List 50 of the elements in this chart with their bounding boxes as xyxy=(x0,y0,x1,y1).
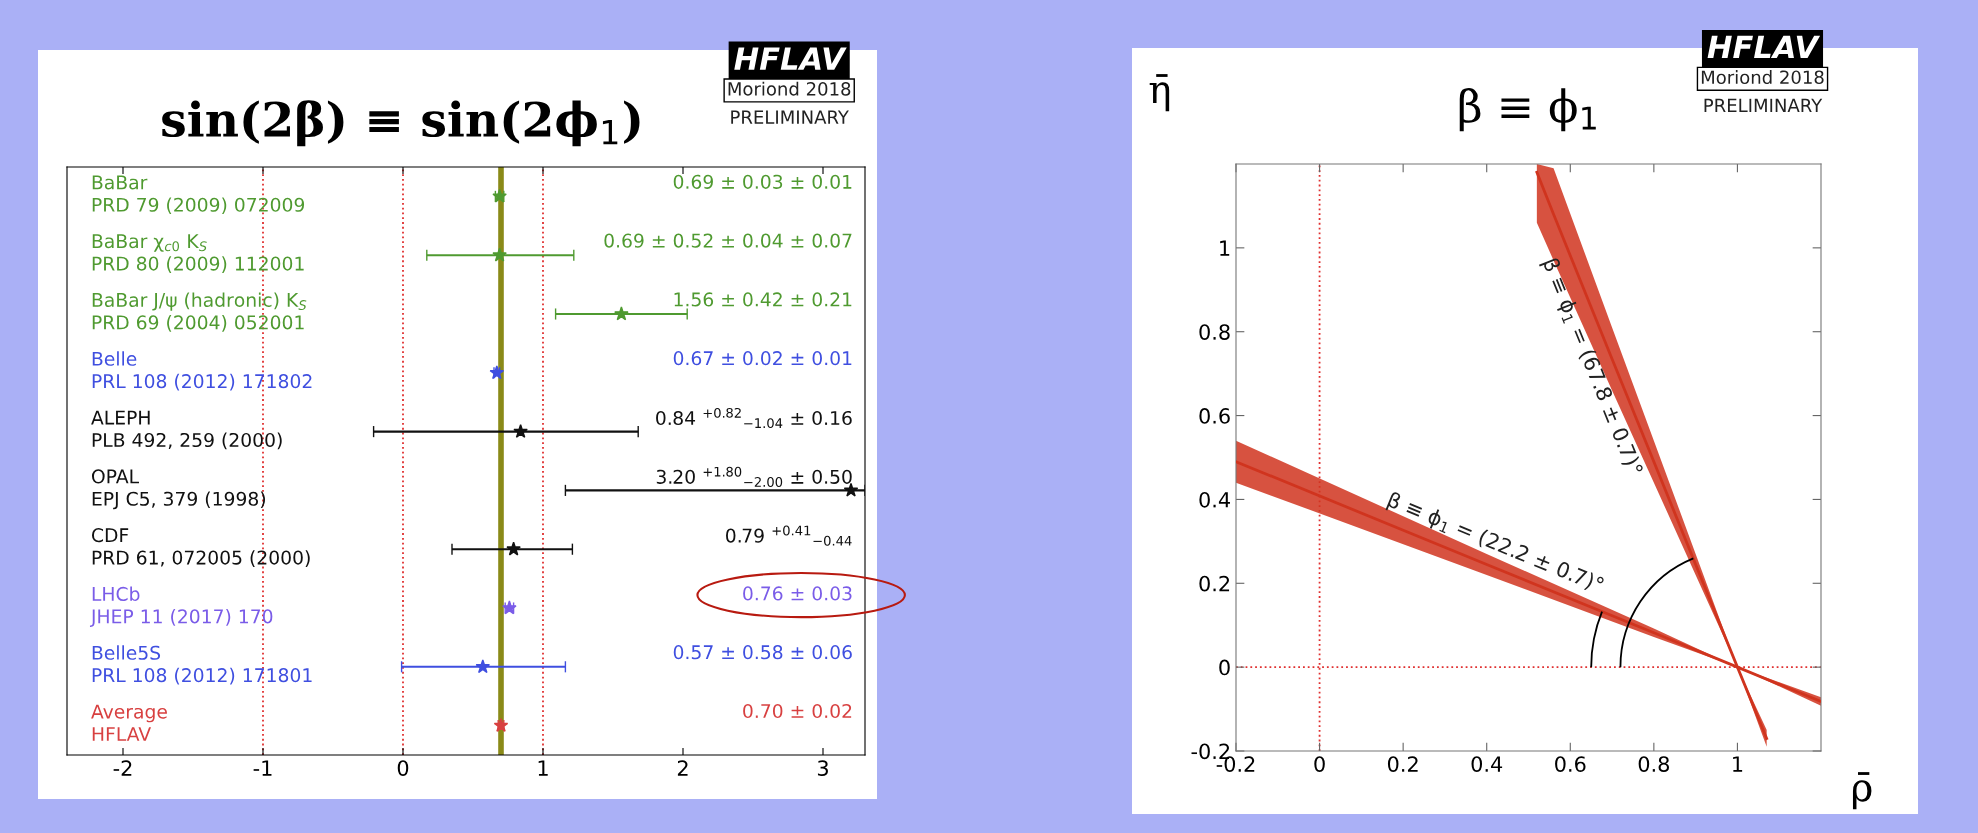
annotation: 0.57 ± 0.58 ± 0.06 xyxy=(673,645,852,660)
x-tick-label: 1 xyxy=(1733,756,1743,772)
text: PRELIMINARY xyxy=(1704,98,1823,112)
chart-title: sin(2β) ≡ sin(2ϕ$_{1}$) xyxy=(162,100,640,147)
y-tick-label: 0.2 xyxy=(1199,575,1230,592)
annotation: 0.70 ± 0.02 xyxy=(743,703,852,719)
x-tick-label: 1 xyxy=(538,760,548,776)
annotation: 3.20 $^{+1.80}$$_{−2.00}$ ± 0.50 xyxy=(656,466,852,487)
annotation: β ≡ ϕ$_{1}$ = (22.2 ± 0.7)° xyxy=(1385,491,1605,597)
x-tick-label: -2 xyxy=(113,760,132,776)
text: Moriond 2018 xyxy=(1701,70,1824,85)
annotation: 0.69 ± 0.52 ± 0.04 ± 0.07 xyxy=(604,233,852,248)
annotation: 0.67 ± 0.02 ± 0.01 xyxy=(673,351,852,366)
x-tick-label: 0.8 xyxy=(1638,756,1669,772)
x-tick-label: 2 xyxy=(677,760,688,776)
annotation: 0.79 $^{+0.41}$$_{−0.44}$ xyxy=(726,525,852,546)
category-label: BaBar J/ψ (hadronic) K$_{S}$ PRD 69 (2004) 052001 xyxy=(92,292,307,332)
annotation: 0.69 ± 0.03 ± 0.01 xyxy=(673,174,852,189)
annotation: β ≡ ϕ$_{1}$ = (67.8 ± 0.7)° xyxy=(1538,257,1645,478)
category-label: ALEPH PLB 492, 259 (2000) xyxy=(91,410,282,450)
category-label: BaBar PRD 79 (2009) 072009 xyxy=(92,175,305,215)
y-tick-label: 0.8 xyxy=(1199,324,1230,340)
category-label: Belle PRL 108 (2012) 171802 xyxy=(92,351,312,391)
text: HFLAV xyxy=(734,47,847,70)
y-tick-label: 1 xyxy=(1220,240,1230,256)
x-tick-label: 0.2 xyxy=(1387,756,1418,772)
annotation: 0.84 $^{+0.82}$$_{−1.04}$ ± 0.16 xyxy=(656,407,852,429)
category-label: Average HFLAV xyxy=(91,704,167,741)
x-tick-label: 0 xyxy=(1314,756,1325,772)
category-label: Belle5S PRL 108 (2012) 171801 xyxy=(92,645,312,685)
y-tick-label: 0 xyxy=(1219,659,1230,676)
chart-title: β ≡ ϕ$_{1}$ xyxy=(1459,88,1596,132)
y-tick-label: 0.6 xyxy=(1199,408,1230,424)
annotation: 1.56 ± 0.42 ± 0.21 xyxy=(674,292,852,307)
category-label: LHCb JHEP 11 (2017) 170 xyxy=(89,586,273,627)
category-label: CDF PRD 61, 072005 (2000) xyxy=(91,528,310,567)
y-tick-label: 0.4 xyxy=(1199,491,1230,508)
x-tick-label: 0.4 xyxy=(1471,756,1503,772)
text: Moriond 2018 xyxy=(728,81,851,96)
text: HFLAV xyxy=(1707,35,1821,59)
text: PRELIMINARY xyxy=(731,110,849,124)
x-axis-title: ρ̄ xyxy=(1852,772,1872,810)
category-label: BaBar χ$_{c0}$ K$_{S}$ PRD 80 (2009) 112001 xyxy=(92,234,304,273)
x-tick-label: 3 xyxy=(817,760,828,776)
y-axis-title: η̄ xyxy=(1149,74,1170,112)
x-tick-label: 0.6 xyxy=(1555,756,1586,772)
x-tick-label: -1 xyxy=(253,760,272,776)
annotation: 0.76 ± 0.03 xyxy=(743,586,852,601)
x-tick-label: 0 xyxy=(397,760,409,776)
category-label: OPAL EPJ C5, 379 (1998) xyxy=(91,469,266,510)
